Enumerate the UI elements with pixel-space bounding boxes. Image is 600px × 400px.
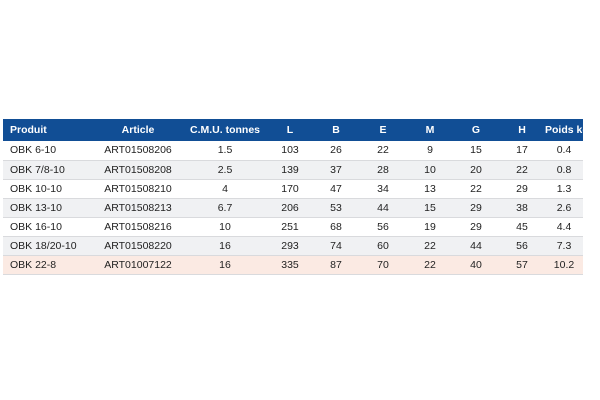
header-h: H [518, 124, 526, 136]
cell-produit: OBK 18/20-10 [3, 236, 93, 256]
cell-g: 29 [453, 217, 499, 237]
cell-cmu: 6.7 [183, 198, 267, 218]
cell-h: 22 [499, 160, 545, 180]
cell-poids: 1.3 [545, 179, 583, 199]
cell-poids: 4.4 [545, 217, 583, 237]
cell-l: 335 [267, 255, 313, 275]
cell-b: 68 [313, 217, 359, 237]
cell-produit: OBK 13-10 [3, 198, 93, 218]
cell-b: 37 [313, 160, 359, 180]
cell-e: 34 [359, 179, 407, 199]
cell-poids: 2.6 [545, 198, 583, 218]
cell-h: 38 [499, 198, 545, 218]
cell-article: ART01508216 [93, 217, 183, 237]
cell-article: ART01508206 [93, 141, 183, 161]
cell-m: 9 [407, 141, 453, 161]
product-table-container: Produit Article C.M.U. tonnes L B E M G … [3, 119, 589, 275]
cell-h: 29 [499, 179, 545, 199]
header-produit: Produit [10, 124, 47, 136]
cell-l: 103 [267, 141, 313, 161]
table-header: Produit Article C.M.U. tonnes L B E M G … [3, 119, 589, 141]
table-row: OBK 22-8 ART01007122 16 335 87 70 22 40 57 10.2 [3, 255, 583, 275]
cell-poids: 0.8 [545, 160, 583, 180]
cell-e: 28 [359, 160, 407, 180]
cell-g: 40 [453, 255, 499, 275]
header-m: M [425, 124, 435, 136]
cell-h: 57 [499, 255, 545, 275]
cell-produit: OBK 16-10 [3, 217, 93, 237]
cell-l: 139 [267, 160, 313, 180]
cell-article: ART01007122 [93, 255, 183, 275]
header-poids: Poids kg [545, 124, 589, 136]
header-e: E [379, 124, 387, 136]
cell-b: 53 [313, 198, 359, 218]
cell-m: 22 [407, 255, 453, 275]
cell-cmu: 16 [183, 236, 267, 256]
cell-m: 19 [407, 217, 453, 237]
cell-g: 22 [453, 179, 499, 199]
cell-poids: 7.3 [545, 236, 583, 256]
header-l: L [286, 124, 294, 136]
cell-m: 13 [407, 179, 453, 199]
cell-cmu: 1.5 [183, 141, 267, 161]
cell-article: ART01508213 [93, 198, 183, 218]
table-row: OBK 13-10 ART01508213 6.7 206 53 44 15 29 38 2.6 [3, 198, 583, 218]
cell-cmu: 10 [183, 217, 267, 237]
table-row: OBK 7/8-10 ART01508208 2.5 139 37 28 10 20 22 0.8 [3, 160, 583, 180]
table-row: OBK 18/20-10 ART01508220 16 293 74 60 22 44 56 7.… [3, 236, 583, 256]
cell-h: 45 [499, 217, 545, 237]
table-body: OBK 6-10 ART01508206 1.5 103 26 22 9 15 17 0.4 OBK… [3, 141, 583, 275]
cell-b: 26 [313, 141, 359, 161]
cell-b: 74 [313, 236, 359, 256]
product-spec-table: Produit Article C.M.U. tonnes L B E M G … [3, 119, 589, 275]
cell-l: 206 [267, 198, 313, 218]
cell-e: 70 [359, 255, 407, 275]
cell-article: ART01508208 [93, 160, 183, 180]
header-article: Article [121, 124, 155, 136]
cell-m: 15 [407, 198, 453, 218]
header-cmu: C.M.U. tonnes [190, 124, 260, 136]
cell-g: 29 [453, 198, 499, 218]
cell-g: 20 [453, 160, 499, 180]
cell-b: 47 [313, 179, 359, 199]
header-row: Produit Article C.M.U. tonnes L B E M G … [3, 119, 589, 141]
header-b: B [332, 124, 340, 136]
cell-m: 22 [407, 236, 453, 256]
cell-produit: OBK 10-10 [3, 179, 93, 199]
cell-article: ART01508220 [93, 236, 183, 256]
cell-b: 87 [313, 255, 359, 275]
cell-g: 44 [453, 236, 499, 256]
cell-e: 22 [359, 141, 407, 161]
cell-produit: OBK 22-8 [3, 255, 93, 275]
cell-m: 10 [407, 160, 453, 180]
cell-article: ART01508210 [93, 179, 183, 199]
cell-e: 44 [359, 198, 407, 218]
table-row: OBK 10-10 ART01508210 4 170 47 34 13 22 29 1.3 [3, 179, 583, 199]
cell-cmu: 4 [183, 179, 267, 199]
cell-produit: OBK 7/8-10 [3, 160, 93, 180]
cell-poids: 0.4 [545, 141, 583, 161]
table-row: OBK 16-10 ART01508216 10 251 68 56 19 29 45 4.4 [3, 217, 583, 237]
cell-e: 60 [359, 236, 407, 256]
cell-l: 170 [267, 179, 313, 199]
cell-poids: 10.2 [545, 255, 583, 275]
cell-cmu: 2.5 [183, 160, 267, 180]
cell-l: 293 [267, 236, 313, 256]
cell-e: 56 [359, 217, 407, 237]
cell-l: 251 [267, 217, 313, 237]
cell-h: 17 [499, 141, 545, 161]
table-row: OBK 6-10 ART01508206 1.5 103 26 22 9 15 17 0.4 [3, 141, 583, 161]
cell-g: 15 [453, 141, 499, 161]
header-g: G [471, 124, 481, 136]
cell-cmu: 16 [183, 255, 267, 275]
cell-h: 56 [499, 236, 545, 256]
cell-produit: OBK 6-10 [3, 141, 93, 161]
